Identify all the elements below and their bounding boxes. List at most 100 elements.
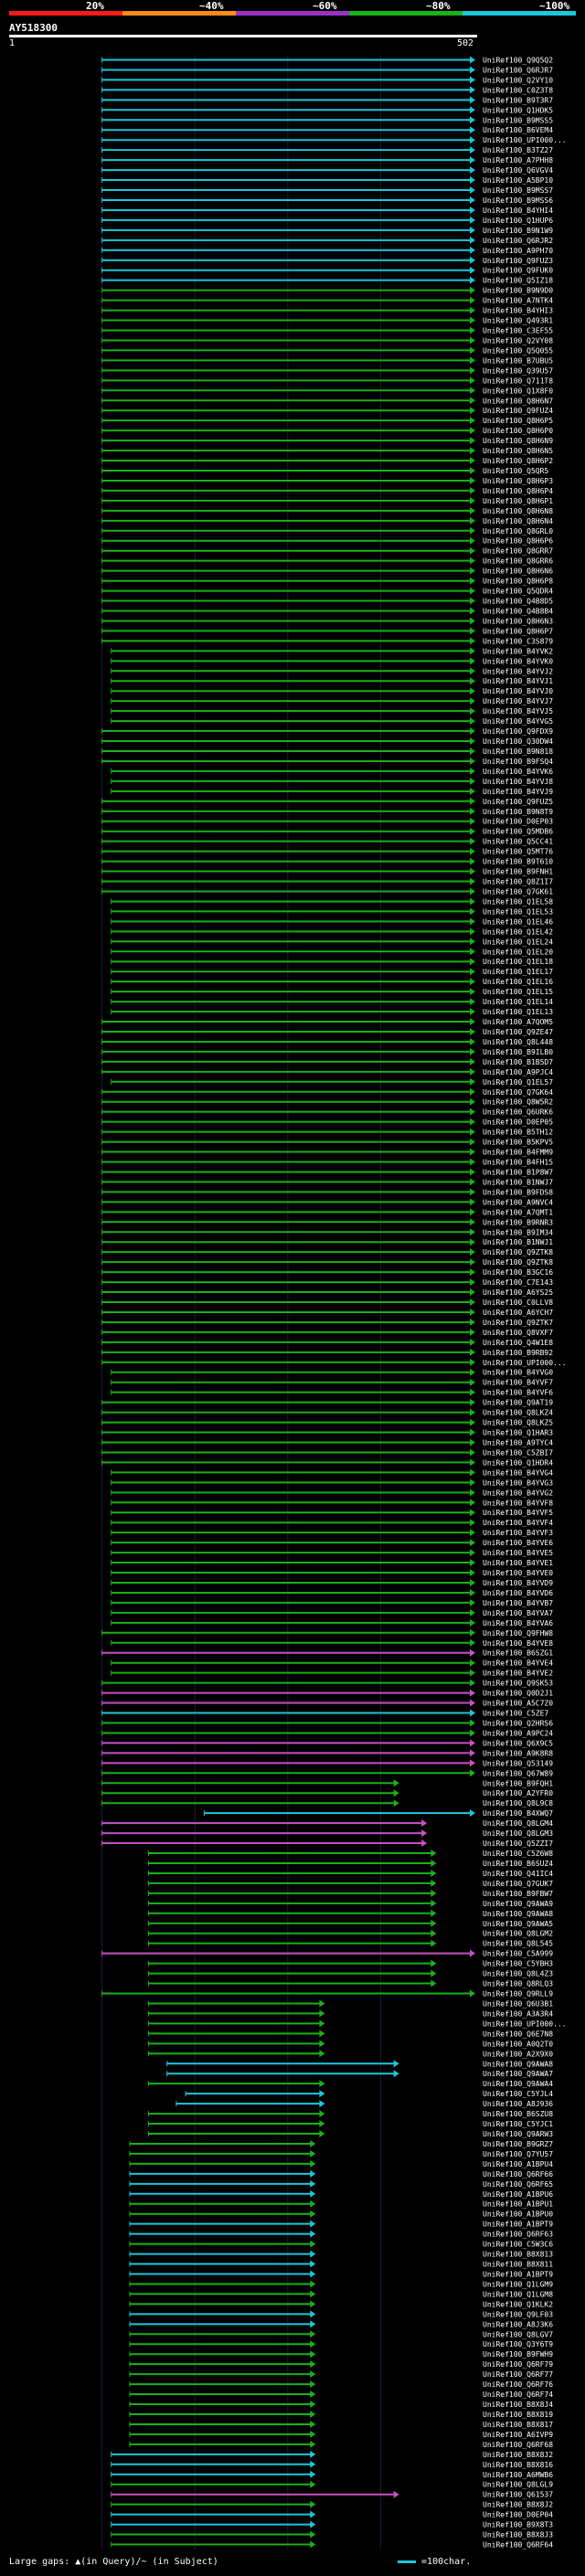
scale-color-segment <box>236 11 349 16</box>
hit-label: UniRef100_B4YVF6 <box>483 1389 553 1397</box>
hit-label: UniRef100_Q493R1 <box>483 317 553 325</box>
hit-arrow <box>470 236 475 244</box>
hit-arrow <box>310 2200 316 2208</box>
hit-arrow <box>470 1709 475 1717</box>
hit-label: UniRef100_B9T610 <box>483 858 553 866</box>
hit-label: UniRef100_A6YS25 <box>483 1288 553 1297</box>
hit-label: UniRef100_B9ILB0 <box>483 1048 553 1056</box>
hit-arrow <box>310 2320 316 2328</box>
hit-label: UniRef100_Q3Y6T9 <box>483 2340 553 2348</box>
hit-label: UniRef100_Q8L9C8 <box>483 1799 553 1807</box>
hit-arrow <box>470 86 475 94</box>
hit-arrow <box>310 2390 316 2399</box>
hit-arrow <box>421 1819 428 1828</box>
hit-arrow <box>470 1318 475 1326</box>
hit-label: UniRef100_C5Z6W8 <box>483 1850 553 1858</box>
hit-arrow <box>310 2310 316 2318</box>
hit-label: UniRef100_Q8H6P5 <box>483 417 553 425</box>
hit-arrow <box>310 2340 316 2348</box>
hit-arrow <box>470 797 475 805</box>
hit-arrow <box>431 1959 437 1967</box>
hit-arrow <box>470 1739 475 1747</box>
hit-arrow <box>470 1368 475 1376</box>
hit-label: UniRef100_Q6RJR7 <box>483 66 553 74</box>
hit-arrow <box>319 2040 325 2048</box>
hit-arrow <box>470 1168 475 1176</box>
hit-arrow <box>470 827 475 835</box>
hit-label: UniRef100_B9GRZ7 <box>483 2140 553 2148</box>
hit-arrow <box>470 988 475 996</box>
hit-label: UniRef100_A3A3R4 <box>483 2009 553 2018</box>
hit-label: UniRef100_Q8LGL9 <box>483 2481 553 2489</box>
hit-label: UniRef100_A6YCH7 <box>483 1309 553 1317</box>
hit-label: UniRef100_B4FMM9 <box>483 1149 553 1157</box>
hit-arrow <box>319 2130 325 2137</box>
hit-label: UniRef100_B8X811 <box>483 2261 553 2269</box>
hit-label: UniRef100_B8X816 <box>483 2461 553 2469</box>
hit-arrow <box>470 747 475 755</box>
hit-label: UniRef100_B4YVG5 <box>483 717 553 726</box>
hit-arrow <box>310 2240 316 2248</box>
legend-scale: =100char. <box>398 2557 471 2567</box>
hit-label: UniRef100_Q1EL58 <box>483 897 553 906</box>
hit-label: UniRef100_B4YVE8 <box>483 1639 553 1648</box>
hit-label: UniRef100_B9IM34 <box>483 1228 553 1236</box>
hit-label: UniRef100_Q8LGM3 <box>483 1829 553 1838</box>
hit-arrow <box>470 1018 475 1026</box>
hit-label: UniRef100_Q8L4Z3 <box>483 1970 553 1978</box>
hit-label: UniRef100_Q8H6P7 <box>483 627 553 635</box>
hit-label: UniRef100_B8X819 <box>483 2411 553 2419</box>
hit-label: UniRef100_Q1KLK2 <box>483 2300 553 2308</box>
hit-arrow <box>470 1559 475 1567</box>
hit-label: UniRef100_B4YVJ8 <box>483 778 553 786</box>
scale-color-segment <box>349 11 463 16</box>
hit-arrow <box>393 2060 399 2068</box>
hit-arrow <box>310 2530 316 2539</box>
hit-label: UniRef100_A9PH70 <box>483 247 553 255</box>
hit-arrow <box>470 1549 475 1557</box>
hit-arrow <box>470 1638 475 1647</box>
hit-arrow <box>310 2540 316 2549</box>
hit-label: UniRef100_B5TH12 <box>483 1129 553 1137</box>
hit-label: UniRef100_B1B5D7 <box>483 1058 553 1066</box>
hit-label: UniRef100_Q1EL53 <box>483 907 553 916</box>
hit-arrow <box>470 1087 475 1096</box>
hit-arrow <box>310 2220 316 2228</box>
hit-arrow <box>470 1618 475 1627</box>
hit-label: UniRef100_C5A999 <box>483 1950 553 1958</box>
hit-label: UniRef100_A7QOM5 <box>483 1018 553 1026</box>
hit-arrow <box>470 647 475 655</box>
hit-arrow <box>310 2440 316 2448</box>
hit-arrow <box>310 2401 316 2409</box>
hit-label: UniRef100_Q8H6P4 <box>483 487 553 495</box>
hit-arrow <box>470 737 475 746</box>
hit-arrow <box>319 1999 325 2008</box>
hit-label: UniRef100_D0EP05 <box>483 1118 553 1127</box>
hit-label: UniRef100_Q6RF76 <box>483 2380 553 2389</box>
hit-arrow <box>470 1529 475 1537</box>
hit-arrow <box>470 677 475 685</box>
hit-label: UniRef100_A7PHH8 <box>483 156 553 164</box>
hit-label: UniRef100_Q9SK53 <box>483 1680 553 1688</box>
hit-label: UniRef100_Q9RLL9 <box>483 1990 553 1998</box>
hit-label: UniRef100_A8J3K6 <box>483 2320 553 2328</box>
hit-label: UniRef100_Q8H6N8 <box>483 507 553 515</box>
hit-arrow <box>470 206 475 214</box>
hit-label: UniRef100_Q8LGM4 <box>483 1819 553 1828</box>
hit-arrow <box>470 1539 475 1547</box>
hit-arrow <box>470 1308 475 1316</box>
hit-label: UniRef100_Q711T8 <box>483 376 553 385</box>
hit-arrow <box>470 1669 475 1677</box>
hit-label: UniRef100_B4YHI3 <box>483 307 553 315</box>
hit-label: UniRef100_B4YVK0 <box>483 657 553 665</box>
hit-arrow <box>310 2360 316 2369</box>
hit-label: UniRef100_Q6URK6 <box>483 1108 553 1117</box>
hit-arrow <box>470 66 475 74</box>
hit-label: UniRef100_Q8H6N4 <box>483 517 553 525</box>
hit-arrow <box>470 496 475 504</box>
hit-label: UniRef100_A5C7Z0 <box>483 1700 553 1708</box>
hit-label: UniRef100_B9FDS8 <box>483 1188 553 1196</box>
hit-arrow <box>470 727 475 736</box>
hit-arrow <box>431 1919 437 1927</box>
hit-label: UniRef100_Q9AWA7 <box>483 2070 553 2078</box>
